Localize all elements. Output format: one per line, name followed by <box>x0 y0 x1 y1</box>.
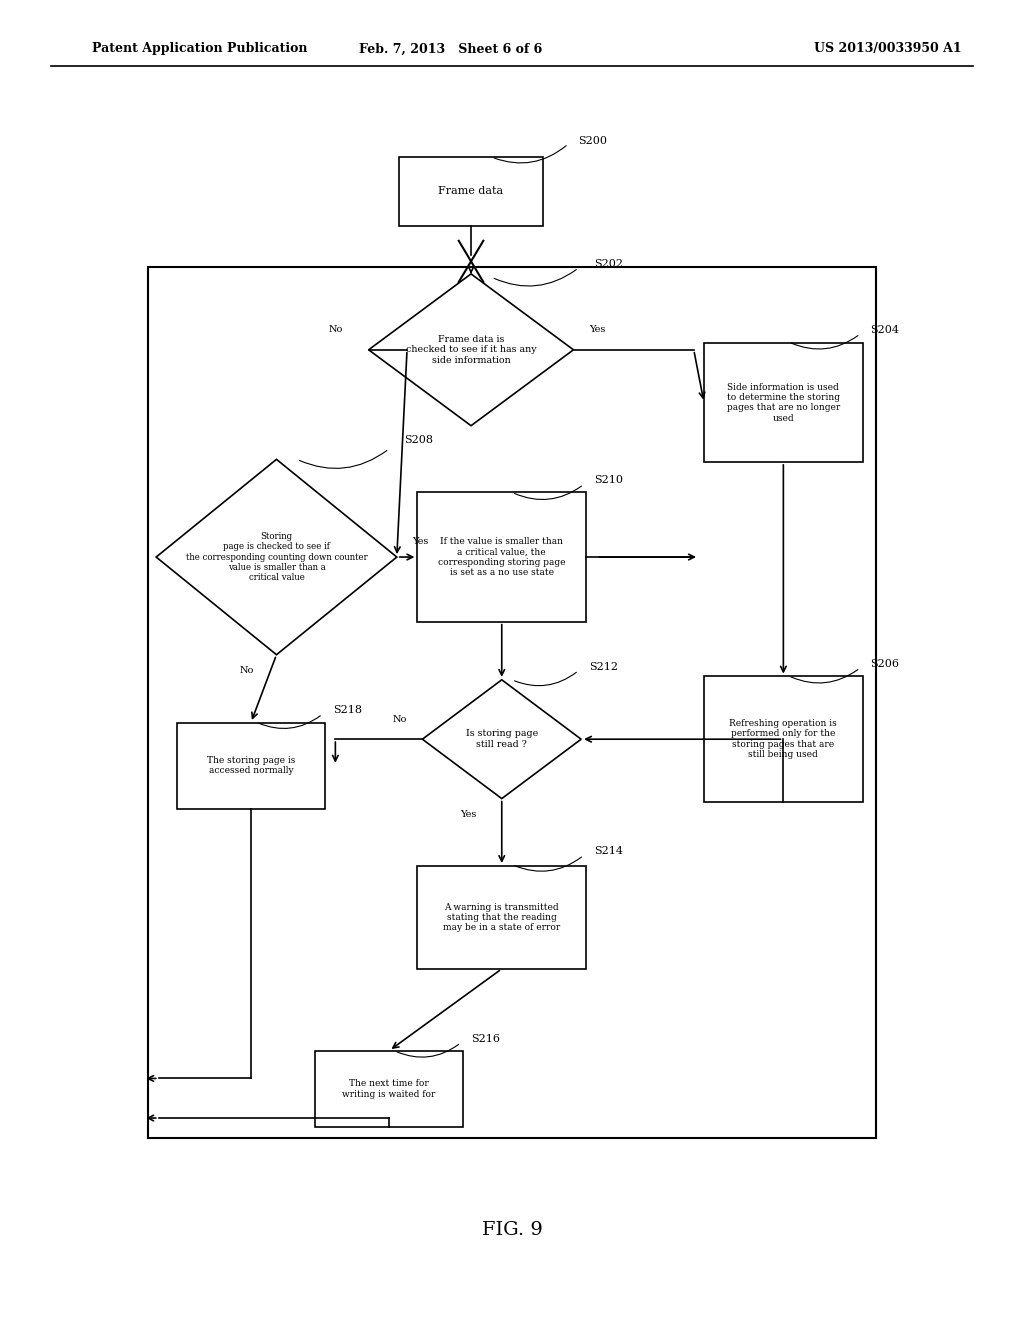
Text: Patent Application Publication: Patent Application Publication <box>92 42 307 55</box>
Text: S204: S204 <box>870 325 899 335</box>
Text: Side information is used
to determine the storing
pages that are no longer
used: Side information is used to determine th… <box>727 383 840 422</box>
Text: Storing
page is checked to see if
the corresponding counting down counter
value : Storing page is checked to see if the co… <box>185 532 368 582</box>
Text: A warning is transmitted
stating that the reading
may be in a state of error: A warning is transmitted stating that th… <box>443 903 560 932</box>
Text: Is storing page
still read ?: Is storing page still read ? <box>466 730 538 748</box>
FancyBboxPatch shape <box>315 1051 463 1127</box>
Text: No: No <box>329 326 343 334</box>
Text: No: No <box>240 667 254 675</box>
Text: S218: S218 <box>333 705 361 715</box>
Text: S210: S210 <box>594 475 623 486</box>
FancyBboxPatch shape <box>705 343 862 462</box>
FancyBboxPatch shape <box>705 676 862 801</box>
Text: S208: S208 <box>404 434 433 445</box>
Text: S216: S216 <box>471 1034 500 1044</box>
Text: FIG. 9: FIG. 9 <box>481 1221 543 1239</box>
FancyBboxPatch shape <box>399 157 543 226</box>
Text: Feb. 7, 2013   Sheet 6 of 6: Feb. 7, 2013 Sheet 6 of 6 <box>359 42 542 55</box>
Text: Frame data is
checked to see if it has any
side information: Frame data is checked to see if it has a… <box>406 335 537 364</box>
FancyBboxPatch shape <box>418 866 586 969</box>
Text: S200: S200 <box>579 136 607 147</box>
Text: US 2013/0033950 A1: US 2013/0033950 A1 <box>814 42 962 55</box>
Text: The next time for
writing is waited for: The next time for writing is waited for <box>342 1080 436 1098</box>
Text: Yes: Yes <box>412 537 428 545</box>
Text: Yes: Yes <box>460 810 476 818</box>
Text: S202: S202 <box>594 259 623 269</box>
Text: Yes: Yes <box>589 326 605 334</box>
Text: Refreshing operation is
performed only for the
storing pages that are
still bein: Refreshing operation is performed only f… <box>729 719 838 759</box>
Polygon shape <box>369 275 573 425</box>
Text: No: No <box>392 715 407 723</box>
Text: S214: S214 <box>594 846 623 857</box>
Text: Frame data: Frame data <box>438 186 504 197</box>
Text: If the value is smaller than
a critical value, the
corresponding storing page
is: If the value is smaller than a critical … <box>438 537 565 577</box>
Text: S206: S206 <box>870 659 899 669</box>
FancyBboxPatch shape <box>418 492 586 622</box>
FancyBboxPatch shape <box>176 723 326 808</box>
Text: The storing page is
accessed normally: The storing page is accessed normally <box>207 756 295 775</box>
Polygon shape <box>422 680 582 799</box>
Text: S212: S212 <box>589 661 617 672</box>
Polygon shape <box>157 459 397 655</box>
